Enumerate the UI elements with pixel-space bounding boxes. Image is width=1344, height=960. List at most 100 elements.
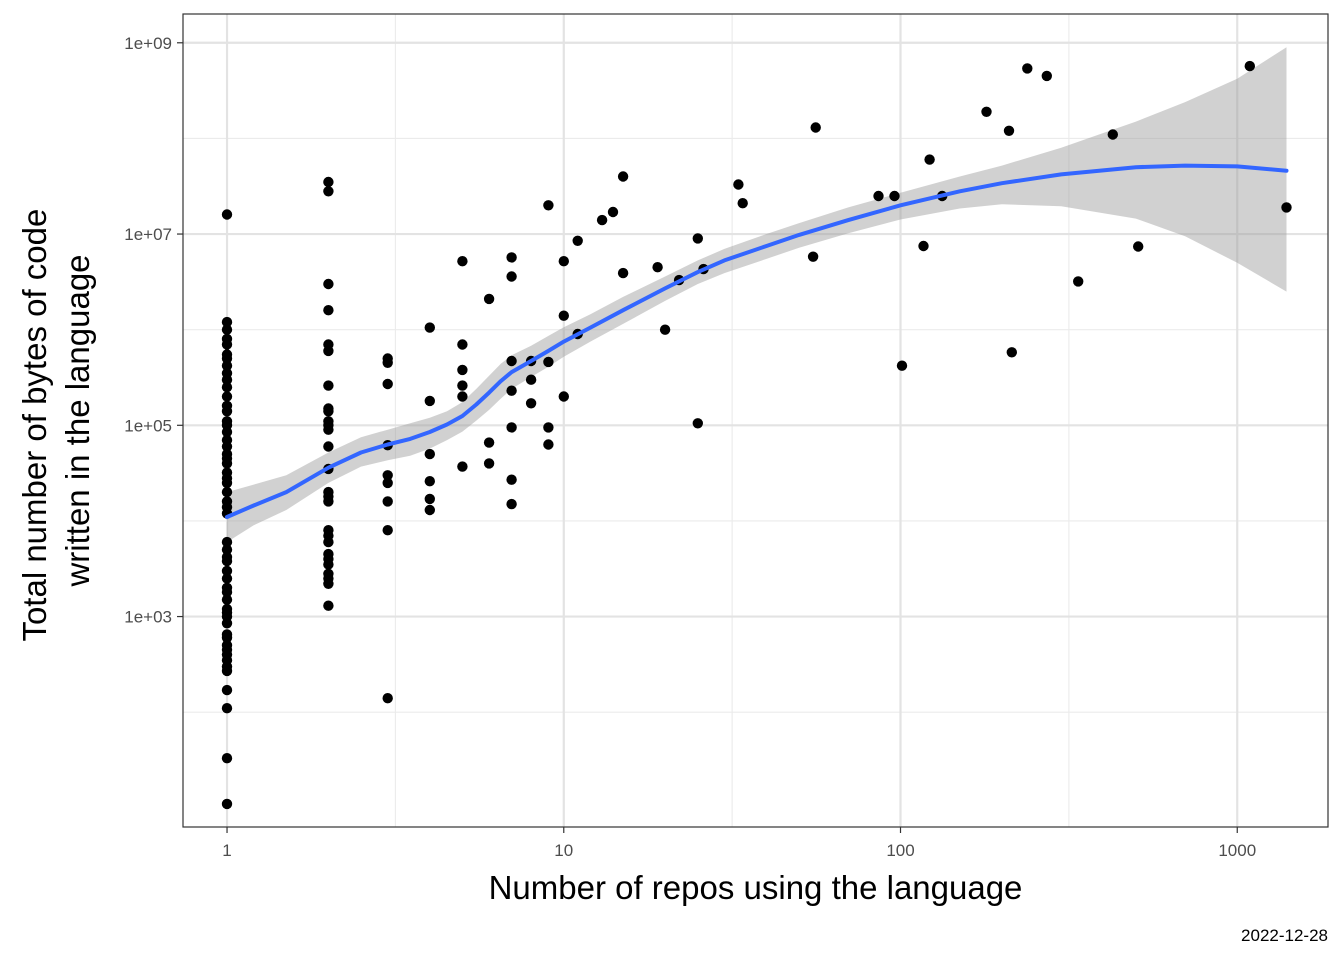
- data-point: [221, 477, 233, 489]
- data-point: [506, 355, 517, 367]
- y-axis-title-line-2: written in the language: [59, 254, 96, 587]
- data-point: [323, 186, 334, 197]
- data-point: [506, 252, 517, 263]
- data-point: [221, 209, 233, 220]
- data-point: [221, 382, 233, 393]
- grid-major: [183, 14, 1328, 827]
- data-point: [382, 525, 393, 536]
- x-axis-title: Number of repos using the language: [489, 869, 1023, 906]
- data-point: [737, 198, 748, 209]
- data-point: [1006, 347, 1017, 358]
- data-point: [1244, 60, 1256, 72]
- data-point: [323, 380, 334, 391]
- data-point: [558, 256, 569, 267]
- data-point: [221, 798, 233, 810]
- data-point: [221, 565, 233, 577]
- data-point: [221, 391, 233, 402]
- date-caption: 2022-12-28: [1241, 926, 1328, 945]
- data-point: [382, 378, 393, 390]
- data-point: [506, 385, 517, 396]
- data-point: [323, 305, 334, 316]
- x-axis: 1 10 100 1000: [222, 827, 1256, 860]
- data-point: [323, 345, 334, 357]
- data-point: [483, 293, 495, 305]
- data-point: [1281, 202, 1292, 213]
- data-point: [506, 422, 517, 433]
- data-point: [596, 214, 608, 226]
- data-point: [221, 632, 233, 643]
- data-point: [1003, 125, 1015, 136]
- data-point: [543, 422, 554, 433]
- confidence-band: [227, 47, 1287, 543]
- y-tick-label: 1e+07: [124, 225, 172, 244]
- data-point: [323, 600, 334, 611]
- data-point: [424, 504, 435, 516]
- data-point: [457, 380, 468, 391]
- data-point: [323, 496, 334, 507]
- data-point: [221, 486, 233, 498]
- data-point: [543, 356, 554, 368]
- data-point: [558, 391, 569, 402]
- data-point: [382, 470, 393, 481]
- data-points: [221, 60, 1292, 810]
- data-point: [382, 693, 393, 704]
- data-point: [483, 437, 495, 448]
- plot-panel: [183, 14, 1328, 827]
- y-tick-label: 1e+03: [124, 608, 172, 627]
- data-point: [323, 441, 334, 452]
- data-point: [506, 474, 517, 485]
- grid-minor: [183, 14, 1328, 827]
- data-point: [221, 594, 233, 605]
- data-point: [382, 477, 393, 489]
- data-point: [221, 684, 233, 696]
- data-point: [323, 559, 334, 570]
- data-point: [457, 461, 468, 472]
- data-point: [221, 458, 233, 469]
- y-axis-title: Total number of bytes of code written in…: [16, 199, 96, 641]
- data-point: [543, 200, 554, 211]
- x-tick-label: 10: [554, 841, 573, 860]
- data-point: [221, 374, 233, 385]
- data-point: [733, 179, 744, 190]
- data-point: [572, 235, 583, 246]
- data-point: [323, 176, 334, 188]
- data-point: [221, 426, 233, 438]
- data-point: [1133, 241, 1144, 252]
- data-point: [457, 339, 468, 350]
- data-point: [457, 391, 468, 402]
- data-point: [506, 498, 517, 510]
- data-point: [221, 360, 233, 371]
- plot-panel-border: [182, 13, 1329, 828]
- data-point: [483, 458, 495, 469]
- data-point: [221, 753, 233, 764]
- y-tick-label: 1e+05: [124, 416, 172, 435]
- data-point: [221, 586, 233, 598]
- y-axis: 1e+03 1e+05 1e+07 1e+09: [124, 34, 183, 627]
- data-point: [221, 339, 233, 350]
- data-point: [221, 316, 233, 328]
- data-point: [810, 122, 821, 133]
- data-point: [382, 496, 393, 507]
- data-point: [323, 406, 334, 417]
- smooth-line: [225, 163, 1289, 519]
- data-point: [659, 324, 671, 335]
- x-tick-label: 1000: [1218, 841, 1256, 860]
- data-point: [617, 267, 629, 279]
- data-point: [457, 364, 468, 376]
- data-point: [617, 171, 629, 182]
- y-tick-label: 1e+09: [124, 34, 172, 53]
- data-point: [896, 360, 908, 371]
- data-point: [323, 424, 334, 435]
- data-point: [221, 441, 233, 452]
- data-point: [525, 398, 537, 409]
- data-point: [323, 536, 334, 548]
- data-point: [221, 555, 233, 567]
- data-point: [525, 374, 537, 385]
- data-point: [607, 206, 619, 218]
- data-point: [382, 357, 393, 368]
- data-point: [692, 418, 703, 429]
- data-point: [221, 406, 233, 417]
- data-point: [873, 190, 884, 202]
- data-point: [424, 448, 435, 460]
